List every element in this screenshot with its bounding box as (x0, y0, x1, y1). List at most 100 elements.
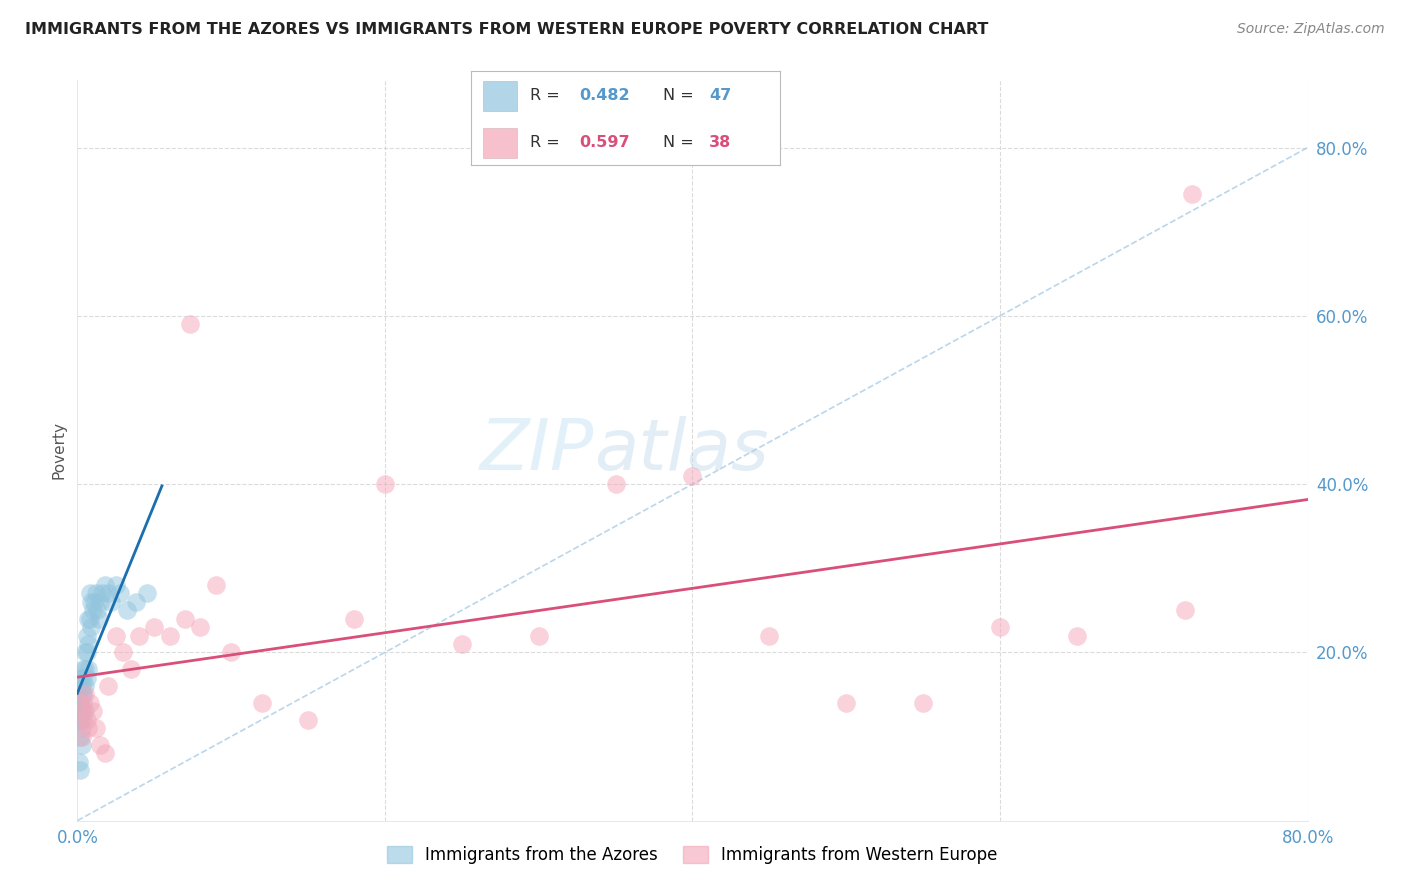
Point (69, 696, 91, 710)
Point (73, 645, 96, 659)
Point (69, 730, 91, 744)
Point (1066, 628, 1088, 642)
Text: N =: N = (662, 135, 699, 150)
Point (79, 586, 101, 600)
Point (988, 620, 1011, 634)
Point (188, 620, 212, 634)
Point (73, 679, 96, 693)
Point (82, 704, 104, 718)
Point (72, 671, 94, 685)
Point (76, 645, 98, 659)
Point (70, 730, 93, 744)
Point (104, 578, 127, 592)
Point (70, 738, 93, 752)
Text: Source: ZipAtlas.com: Source: ZipAtlas.com (1237, 22, 1385, 37)
Point (179, 318, 201, 332)
Point (77, 637, 100, 651)
Point (72, 688, 94, 702)
Point (69, 713, 91, 727)
Point (79, 696, 101, 710)
Point (758, 628, 780, 642)
Point (94, 578, 117, 592)
Point (90, 586, 114, 600)
Point (112, 645, 135, 659)
Point (73, 662, 96, 676)
Point (120, 662, 142, 676)
Point (527, 628, 550, 642)
Point (79, 612, 101, 626)
Point (70, 679, 93, 693)
Point (143, 620, 166, 634)
Point (343, 612, 366, 626)
Point (80, 595, 103, 609)
Point (94, 747, 117, 761)
Text: atlas: atlas (595, 416, 769, 485)
Point (86, 603, 108, 617)
Text: R =: R = (530, 88, 565, 103)
Point (70, 704, 93, 718)
Point (73, 704, 96, 718)
Point (104, 628, 127, 642)
Point (76, 628, 98, 642)
Text: N =: N = (662, 88, 699, 103)
Point (67, 683, 90, 698)
Point (80, 620, 103, 634)
Point (100, 595, 122, 609)
Point (115, 603, 138, 617)
Point (835, 696, 858, 710)
FancyBboxPatch shape (484, 128, 517, 158)
Point (77, 662, 100, 676)
Text: 0.482: 0.482 (579, 88, 630, 103)
Point (87, 612, 110, 626)
Text: 0.597: 0.597 (579, 135, 630, 150)
Point (67, 755, 90, 769)
Point (605, 477, 627, 491)
Point (82, 603, 104, 617)
Point (72, 704, 94, 718)
Point (297, 713, 319, 727)
Point (912, 696, 935, 710)
Point (97, 679, 120, 693)
Text: 38: 38 (709, 135, 731, 150)
Text: IMMIGRANTS FROM THE AZORES VS IMMIGRANTS FROM WESTERN EUROPE POVERTY CORRELATION: IMMIGRANTS FROM THE AZORES VS IMMIGRANTS… (25, 22, 988, 37)
Point (110, 586, 132, 600)
Point (72, 696, 94, 710)
Point (83, 595, 105, 609)
Point (374, 477, 396, 491)
Point (69, 696, 91, 710)
Point (1174, 603, 1197, 617)
Point (125, 595, 148, 609)
Point (84, 721, 107, 735)
Point (72, 713, 94, 727)
Point (89, 738, 111, 752)
Point (72, 662, 94, 676)
Point (70, 721, 93, 735)
Point (76, 713, 98, 727)
Point (69, 763, 91, 777)
Point (174, 612, 197, 626)
Point (89, 595, 111, 609)
Point (128, 628, 150, 642)
Text: 47: 47 (709, 88, 731, 103)
Point (450, 637, 472, 651)
Legend: Immigrants from the Azores, Immigrants from Western Europe: Immigrants from the Azores, Immigrants f… (387, 846, 998, 864)
Point (77, 721, 100, 735)
Point (159, 628, 181, 642)
Point (67, 713, 90, 727)
Y-axis label: Poverty: Poverty (52, 421, 67, 480)
Point (135, 586, 157, 600)
Point (69, 671, 91, 685)
Point (204, 578, 226, 592)
Point (250, 696, 273, 710)
Point (682, 468, 704, 483)
Text: ZIP: ZIP (479, 416, 595, 485)
Point (84, 586, 107, 600)
Point (73, 688, 96, 702)
Point (70, 688, 93, 702)
Point (1181, 186, 1204, 201)
Point (67, 704, 90, 718)
FancyBboxPatch shape (484, 81, 517, 111)
Point (219, 645, 242, 659)
Point (76, 671, 98, 685)
Point (97, 586, 120, 600)
